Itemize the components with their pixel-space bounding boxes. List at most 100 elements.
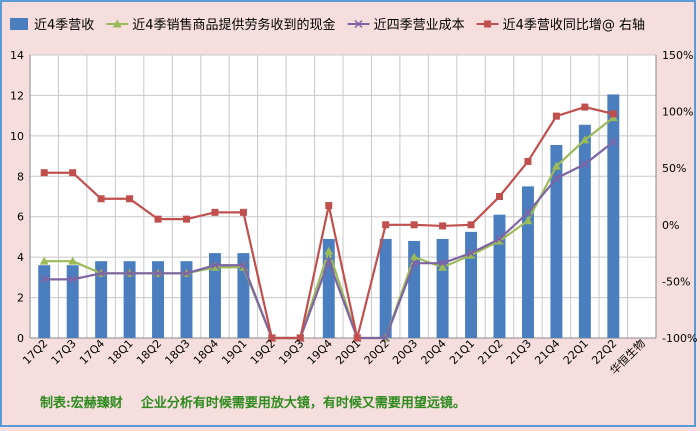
bar xyxy=(465,231,478,338)
marker-triangle xyxy=(324,246,334,255)
bar xyxy=(521,186,534,338)
bar xyxy=(237,253,250,338)
marker-triangle xyxy=(68,256,78,265)
x-tick-label: 20Q4 xyxy=(419,337,449,367)
legend-label: 近4季销售商品提供劳务收到的现金 xyxy=(132,17,335,33)
marker-x xyxy=(324,257,333,266)
x-tick-label: 21Q1 xyxy=(447,337,477,367)
marker-x xyxy=(154,269,163,278)
bar xyxy=(322,238,335,338)
x-tick-label: 20Q3 xyxy=(390,337,420,367)
x-tick-label: 17Q3 xyxy=(49,337,79,367)
marker-square xyxy=(609,110,617,118)
marker-x xyxy=(580,160,589,169)
marker-x xyxy=(438,259,447,268)
y-left-tick-label: 8 xyxy=(17,170,24,183)
marker-square xyxy=(183,215,190,223)
bar xyxy=(550,144,563,338)
y-left-tick-label: 4 xyxy=(17,251,24,264)
marker-square xyxy=(239,208,247,216)
marker-x xyxy=(239,261,248,270)
y-right-tick-label: 50% xyxy=(662,162,686,175)
x-tick-label: 17Q2 xyxy=(20,337,50,367)
marker-triangle xyxy=(580,135,590,144)
bar xyxy=(123,261,136,338)
y-left-tick-label: 2 xyxy=(17,292,24,305)
marker-square xyxy=(296,334,304,342)
bar xyxy=(436,238,449,338)
marker-x xyxy=(495,234,504,243)
x-tick-label: 18Q1 xyxy=(106,337,136,367)
marker-square xyxy=(211,208,219,216)
marker-x xyxy=(523,208,532,217)
marker-square xyxy=(552,112,560,120)
y-right-tick-label: 0% xyxy=(662,219,679,232)
legend-label: 近4季营收 xyxy=(34,18,94,33)
x-tick-label: 18Q3 xyxy=(162,337,192,367)
marker-square xyxy=(484,20,492,28)
marker-square xyxy=(97,195,105,203)
bar xyxy=(408,240,421,338)
footer-caption: 制表:宏赫臻财 企业分析有时候需要用放大镜，有时候又需要用望远镜。 xyxy=(40,396,466,411)
marker-square xyxy=(496,193,503,200)
marker-triangle xyxy=(438,262,448,271)
y-left-tick-label: 14 xyxy=(10,49,24,62)
y-right-tick-label: 100% xyxy=(662,106,693,119)
bar xyxy=(66,265,79,338)
x-tick-label: 21Q3 xyxy=(504,337,534,367)
x-tick-label: 21Q4 xyxy=(532,337,562,367)
marker-square xyxy=(467,221,475,229)
bar xyxy=(180,261,193,338)
legend-swatch xyxy=(10,18,28,30)
y-left-tick-label: 12 xyxy=(10,89,24,102)
marker-square xyxy=(581,103,589,111)
marker-square xyxy=(353,334,361,342)
marker-x xyxy=(354,19,363,29)
marker-triangle xyxy=(409,252,419,261)
x-tick-label: 18Q4 xyxy=(191,337,221,367)
marker-triangle xyxy=(39,256,49,265)
marker-triangle xyxy=(551,161,561,170)
marker-square xyxy=(154,215,162,223)
x-tick-label: 21Q2 xyxy=(475,337,505,367)
marker-x xyxy=(125,269,134,278)
marker-square xyxy=(524,157,532,165)
marker-x xyxy=(410,259,419,268)
marker-x xyxy=(68,275,77,284)
y-right-tick-label: 150% xyxy=(662,49,693,62)
marker-triangle xyxy=(112,19,122,28)
y-left-tick-label: 6 xyxy=(17,211,24,224)
marker-x xyxy=(210,261,219,270)
marker-x xyxy=(40,275,49,284)
x-tick-label: 22Q1 xyxy=(561,337,591,367)
marker-x xyxy=(97,269,106,278)
marker-x xyxy=(609,137,618,146)
x-tick-label: 19Q1 xyxy=(219,337,249,367)
marker-triangle xyxy=(523,216,533,225)
marker-square xyxy=(382,221,390,229)
x-tick-label: 18Q2 xyxy=(134,337,164,367)
y-left-tick-label: 10 xyxy=(10,130,24,143)
y-right-tick-label: -50% xyxy=(662,275,690,288)
bar xyxy=(152,261,165,338)
bar xyxy=(493,214,506,338)
marker-triangle xyxy=(210,262,220,271)
marker-square xyxy=(410,221,418,229)
marker-square xyxy=(325,202,333,210)
marker-x xyxy=(381,333,390,343)
marker-square xyxy=(40,169,48,177)
bar xyxy=(38,265,51,338)
y-left-tick-label: 0 xyxy=(17,332,24,345)
bar xyxy=(95,261,108,338)
legend-label: 近四季营业成本 xyxy=(374,18,465,33)
marker-x xyxy=(552,174,561,183)
y-right-tick-label: -100% xyxy=(662,332,697,345)
bar xyxy=(578,124,591,338)
marker-triangle xyxy=(466,250,476,259)
marker-triangle xyxy=(495,236,504,245)
bar xyxy=(607,94,620,339)
bar xyxy=(208,253,221,338)
marker-x xyxy=(182,269,191,278)
x-tick-label: 19Q4 xyxy=(305,337,335,367)
